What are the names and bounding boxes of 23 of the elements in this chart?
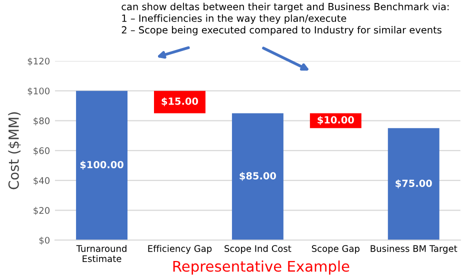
data-label: $85.00 (240, 172, 276, 181)
y-axis-title: Cost ($MM) (8, 112, 21, 190)
bar (76, 90, 128, 240)
y-tick-label: $20 (34, 206, 50, 216)
x-tick-label: Business BM Target (370, 244, 458, 254)
data-label: $10.00 (318, 116, 354, 125)
data-label: $15.00 (162, 97, 198, 106)
x-tick-label: Scope Gap (312, 245, 360, 254)
y-tick-label: $100 (28, 87, 50, 96)
text: Representative Example (173, 260, 350, 275)
bar (388, 128, 440, 240)
y-tick-label: $0 (39, 236, 50, 245)
text: can show deltas between their target and Business Benchmark via: 1 – Inefficiencies in the way they plan/execute 2 – Scope being executed compared to Industry for similar events (122, 2, 449, 36)
y-tick-label: $120 (28, 58, 50, 66)
data-label: $100.00 (80, 160, 124, 170)
y-tick-label: $40 (34, 176, 50, 186)
x-tick-label: Efficiency Gap (148, 244, 212, 254)
y-tick-label: $80 (34, 117, 50, 126)
bar (232, 113, 284, 240)
x-tick-label: Turnaround Estimate (76, 244, 126, 262)
x-tick-label: Scope Ind Cost (224, 244, 292, 254)
y-tick-label: $60 (34, 147, 50, 156)
data-label: $75.00 (396, 179, 432, 188)
